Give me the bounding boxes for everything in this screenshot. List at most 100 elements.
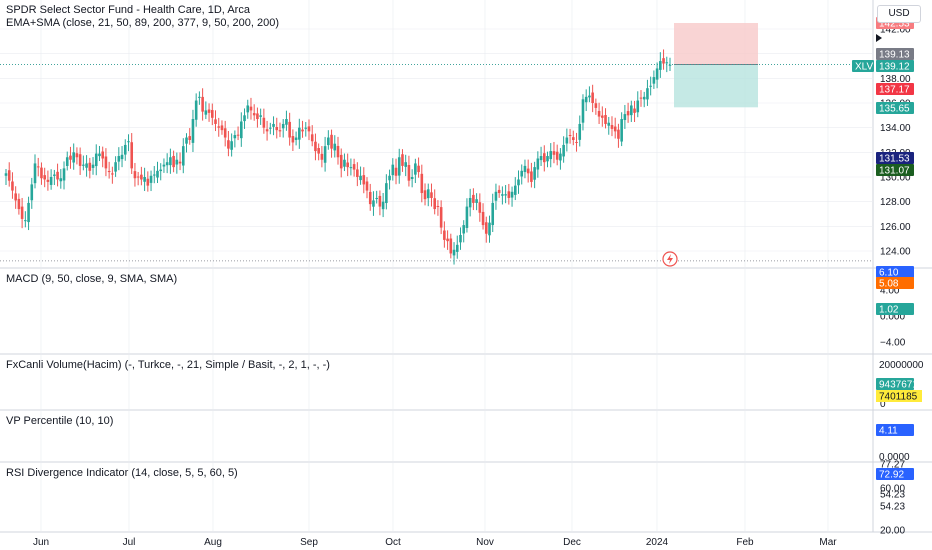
- candle-body: [465, 206, 469, 228]
- candle-body: [85, 163, 88, 168]
- candle-body: [513, 185, 517, 195]
- candle-body: [17, 198, 21, 210]
- candle-body: [27, 202, 30, 223]
- candle-body: [249, 106, 253, 111]
- candle-body: [459, 234, 462, 243]
- candle-body: [111, 173, 114, 175]
- candle-body: [269, 127, 272, 129]
- candle-body: [443, 230, 446, 240]
- candle-body: [120, 154, 124, 160]
- candle-body: [33, 163, 37, 184]
- candle-body: [526, 168, 530, 174]
- candle-body: [152, 174, 156, 176]
- macd-tag-1: 6.10: [879, 268, 899, 279]
- candle-body: [575, 141, 578, 143]
- candle-body: [104, 156, 108, 169]
- candle-body: [330, 134, 333, 149]
- candle-body: [327, 137, 330, 146]
- candle-body: [43, 175, 46, 180]
- volume-tag-1-bg: [876, 378, 914, 390]
- candle-body: [510, 191, 514, 198]
- y-tick-label: 130.00: [880, 173, 911, 184]
- candle-body: [352, 164, 356, 170]
- candle-body: [14, 193, 17, 201]
- candle-body: [565, 137, 569, 144]
- macd-tag-2-bg: [876, 277, 914, 289]
- price-tag-ema2-bg: [876, 164, 914, 176]
- candle-body: [397, 157, 401, 176]
- candle-body: [562, 144, 565, 157]
- candle-body: [504, 194, 507, 196]
- candle-body: [181, 146, 185, 166]
- candle-body: [220, 125, 224, 131]
- candle-body: [252, 113, 256, 116]
- candle-body: [349, 167, 353, 169]
- candle-body: [446, 238, 449, 242]
- candle-body: [262, 117, 266, 128]
- candle-body: [546, 156, 549, 162]
- rsi-y-tick: 54.23: [880, 502, 905, 513]
- candle-body: [207, 109, 211, 113]
- candle-body: [310, 134, 314, 142]
- candle-body: [165, 162, 169, 166]
- price-tag-teal-bg: [876, 102, 914, 114]
- candle-body: [169, 157, 172, 166]
- candle-body: [65, 157, 69, 166]
- candle-body: [559, 153, 562, 161]
- candle-body: [123, 144, 127, 155]
- take-profit-zone: [674, 64, 758, 108]
- candle-body: [372, 200, 375, 207]
- price-tag-ema1: 131.53: [879, 154, 910, 165]
- candle-body: [549, 151, 553, 160]
- candle-body: [91, 164, 95, 168]
- candle-body: [530, 171, 533, 182]
- candle-body: [133, 171, 137, 179]
- macd-y-tick: 4.00: [880, 286, 900, 297]
- candle-body: [201, 96, 204, 112]
- play-arrow-icon: [876, 34, 882, 42]
- candle-body: [555, 151, 559, 160]
- price-tag-high: 139.13: [879, 50, 910, 61]
- candle-body: [381, 201, 385, 210]
- x-tick-label: Feb: [736, 537, 754, 548]
- candle-body: [339, 154, 343, 169]
- candle-body: [662, 58, 665, 64]
- currency-selector[interactable]: USD: [877, 5, 921, 23]
- candle-body: [394, 167, 398, 176]
- y-tick-label: 128.00: [880, 197, 911, 208]
- candle-body: [462, 225, 466, 234]
- candle-body: [359, 175, 362, 181]
- volume-tag-2-bg: [876, 390, 922, 402]
- lightning-icon-bolt: [667, 254, 673, 264]
- candle-body: [633, 108, 636, 113]
- candle-body: [191, 119, 195, 143]
- candle-body: [346, 162, 349, 168]
- candle-body: [404, 162, 407, 167]
- candle-body: [198, 96, 201, 98]
- candle-body: [604, 115, 607, 124]
- candle-body: [59, 178, 63, 182]
- candle-body: [246, 105, 250, 113]
- candle-body: [62, 168, 66, 181]
- candle-body: [410, 177, 414, 180]
- candle-body: [323, 146, 327, 163]
- candle-body: [49, 177, 53, 185]
- candle-body: [236, 134, 240, 136]
- candle-body: [98, 153, 101, 157]
- candle-body: [385, 183, 388, 204]
- candle-body: [11, 181, 14, 191]
- x-tick-label: Sep: [300, 537, 318, 548]
- candle-body: [69, 155, 72, 160]
- candle-body: [272, 123, 275, 127]
- x-tick-label: Jun: [33, 537, 49, 548]
- candle-body: [194, 100, 198, 120]
- macd-tag-1-bg: [876, 266, 914, 278]
- candle-body: [375, 197, 378, 199]
- rsi-y-tick: 20.00: [880, 526, 905, 537]
- x-tick-label: 2024: [646, 537, 669, 548]
- candle-body: [288, 121, 291, 138]
- x-tick-label: Mar: [819, 537, 837, 548]
- candle-body: [630, 105, 633, 116]
- candle-body: [314, 141, 317, 152]
